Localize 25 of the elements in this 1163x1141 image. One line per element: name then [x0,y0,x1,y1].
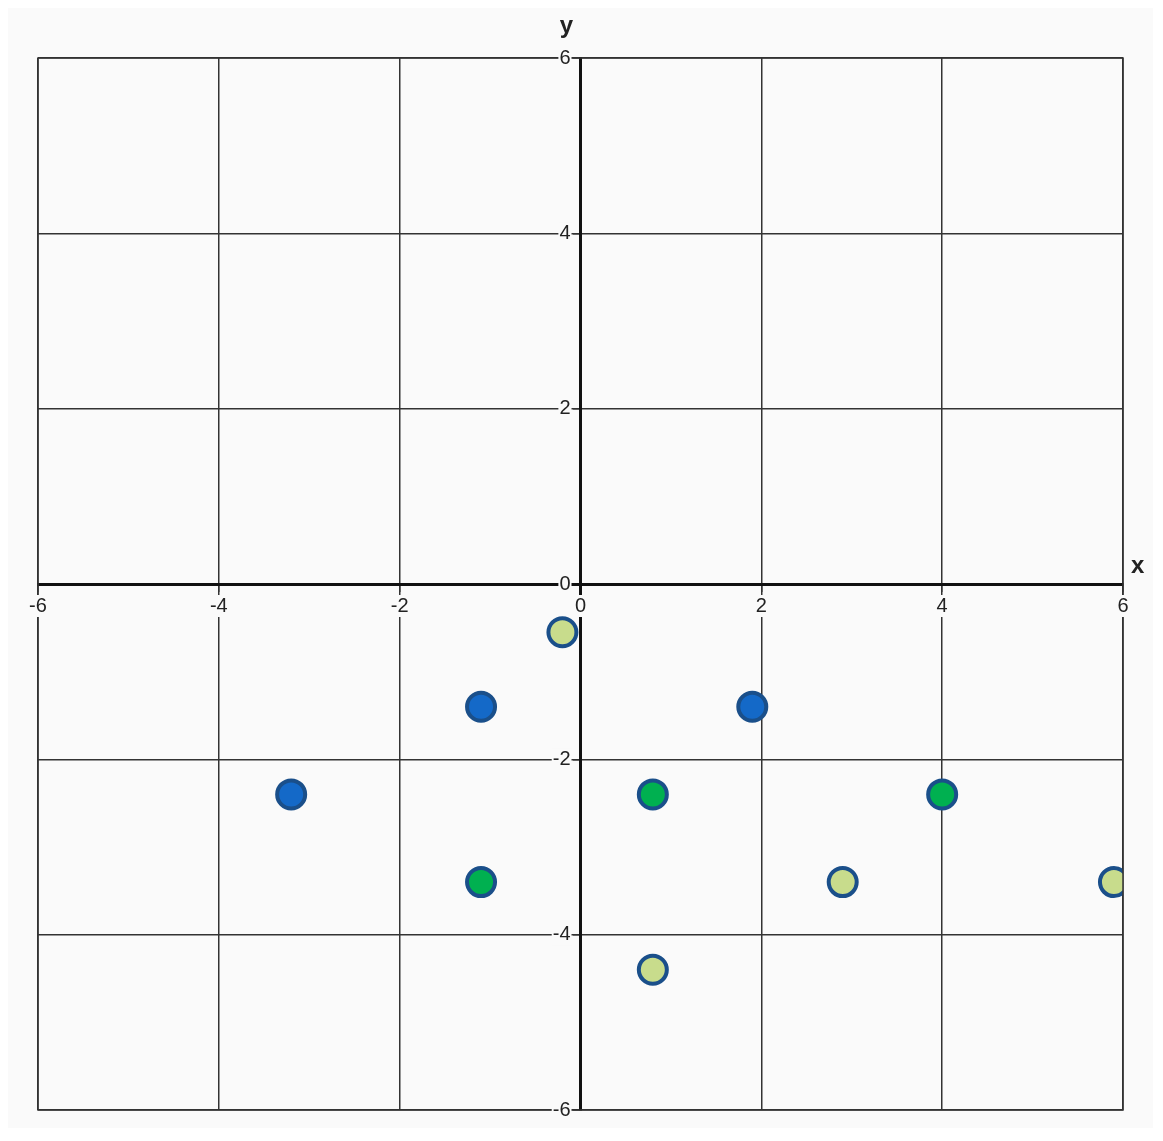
x-tick-label: 6 [1117,593,1129,616]
x-tick-label: -2 [390,593,409,616]
y-tick-label: -4 [552,922,571,945]
point [636,778,669,811]
x-tick-label: 4 [936,593,948,616]
point [636,953,669,986]
point [926,778,959,811]
point [465,866,498,899]
x-tick-label: 0 [574,593,587,616]
x-axis-title: x [1131,550,1145,578]
y-axis-title: y [559,10,574,38]
point [736,690,769,723]
point [826,866,859,899]
y-tick-label: -6 [552,1097,571,1120]
point [546,616,579,649]
y-tick-label: 0 [559,571,571,594]
point [465,690,498,723]
point [275,778,308,811]
y-tick-label: 6 [559,45,571,68]
y-tick-label: 4 [559,220,571,243]
y-tick-label: 2 [559,396,571,419]
x-tick-label: -6 [29,593,47,616]
x-tick-label: -4 [209,593,228,616]
y-tick-label: -2 [552,746,571,769]
x-tick-label: 2 [755,593,767,616]
